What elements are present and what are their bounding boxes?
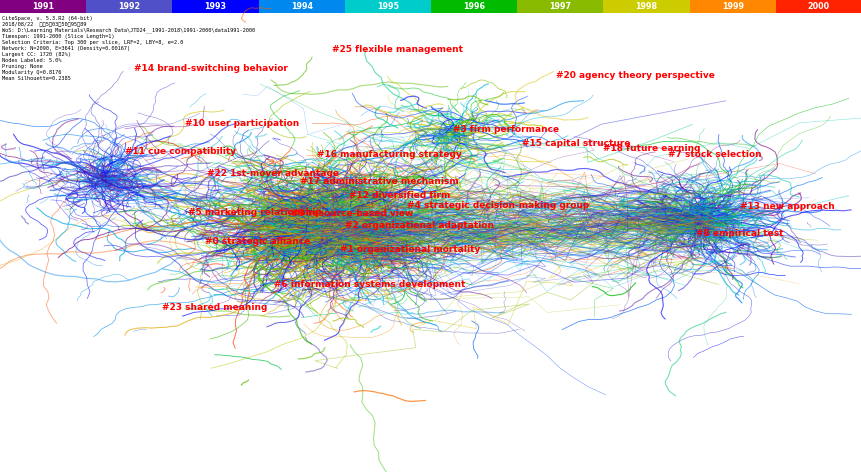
- Text: 1998: 1998: [635, 2, 657, 11]
- Bar: [430, 0, 517, 13]
- Text: 1993: 1993: [204, 2, 226, 11]
- Text: CiteSpace, v. 5.3.R2 (64-bit)
2018/08/22  下午5時03⁠50⁠95⁤89
WoS: D:\Learning Mater: CiteSpace, v. 5.3.R2 (64-bit) 2018/08/22…: [2, 16, 255, 81]
- Bar: [603, 0, 689, 13]
- Text: #8 empirical test: #8 empirical test: [696, 229, 784, 238]
- Text: 2000: 2000: [807, 2, 829, 11]
- Bar: [344, 0, 430, 13]
- Text: #23 shared meaning: #23 shared meaning: [162, 303, 267, 312]
- Text: #14 brand-switching behavior: #14 brand-switching behavior: [133, 64, 288, 73]
- Bar: [775, 0, 861, 13]
- Text: #18 future earning: #18 future earning: [603, 144, 700, 153]
- Text: 1997: 1997: [548, 2, 571, 11]
- Text: #0 strategic alliance: #0 strategic alliance: [205, 237, 310, 246]
- Text: #5 marketing relationship: #5 marketing relationship: [188, 208, 321, 217]
- Bar: [258, 0, 344, 13]
- Text: #22 1st-mover advantage: #22 1st-mover advantage: [207, 169, 338, 178]
- Text: #4 strategic decision-making group: #4 strategic decision-making group: [406, 201, 588, 210]
- Text: #11 cue compatibility: #11 cue compatibility: [125, 147, 236, 157]
- Text: 1991: 1991: [32, 2, 54, 11]
- Text: #15 capital structure: #15 capital structure: [521, 139, 629, 149]
- Text: #17 administrative mechanism: #17 administrative mechanism: [300, 177, 458, 186]
- Text: 1999: 1999: [721, 2, 743, 11]
- Bar: [0, 0, 86, 13]
- Bar: [517, 0, 603, 13]
- Text: 1996: 1996: [462, 2, 485, 11]
- Text: #10 user participation: #10 user participation: [185, 119, 300, 128]
- Bar: [86, 0, 172, 13]
- Text: #6 information systems development: #6 information systems development: [274, 279, 465, 289]
- Text: 1995: 1995: [376, 2, 399, 11]
- Text: 1994: 1994: [290, 2, 313, 11]
- Text: #12 diversified firm: #12 diversified firm: [349, 191, 450, 201]
- Text: #1 organizational mortality: #1 organizational mortality: [340, 244, 480, 254]
- Text: #9 resource-based view: #9 resource-based view: [291, 209, 413, 218]
- Text: #20 agency theory perspective: #20 agency theory perspective: [555, 71, 714, 80]
- Text: 1992: 1992: [118, 2, 140, 11]
- Bar: [689, 0, 775, 13]
- Text: #3 firm performance: #3 firm performance: [452, 125, 558, 135]
- Bar: [172, 0, 258, 13]
- Text: #7 stock selection: #7 stock selection: [667, 150, 761, 160]
- Text: #2 organizational adaptation: #2 organizational adaptation: [344, 221, 493, 230]
- Text: #16 manufacturing strategy: #16 manufacturing strategy: [317, 150, 461, 160]
- Text: #25 flexible management: #25 flexible management: [331, 45, 462, 54]
- Text: #13 new approach: #13 new approach: [739, 202, 833, 211]
